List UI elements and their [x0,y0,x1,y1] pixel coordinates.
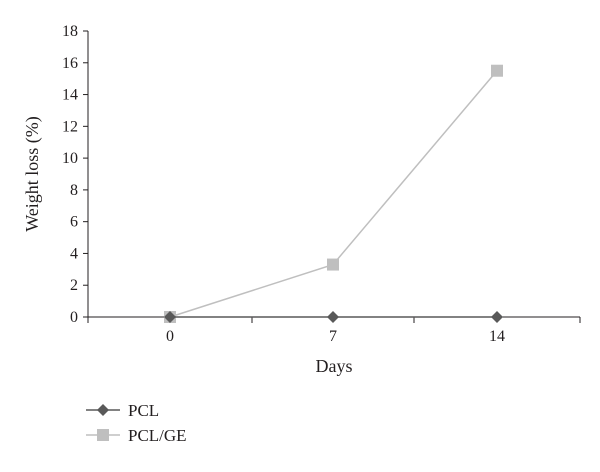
y-tick-label: 14 [62,87,78,104]
x-tick-label: 7 [329,328,337,345]
series-line-pcl-ge [169,70,498,318]
y-tick-label: 4 [70,245,78,262]
axes [87,31,580,318]
legend-label-pcl: PCL [128,401,159,420]
y-tick-label: 6 [70,214,78,231]
legend-marker-pcl [97,404,109,416]
y-tick-label: 16 [62,55,78,72]
legend: PCL PCL/GE [86,401,187,445]
series [164,64,503,323]
x-tick-label: 14 [489,328,505,345]
data-point-pcl [327,311,339,323]
y-tick-label: 2 [70,277,78,294]
x-axis-title: Days [316,356,353,376]
y-ticks: 0 2 4 6 8 10 12 14 16 18 [62,23,88,326]
legend-label-pcl-ge: PCL/GE [128,426,187,445]
x-tick-label: 0 [166,328,174,345]
y-tick-label: 8 [70,182,78,199]
y-tick-label: 12 [62,118,78,135]
y-axis-title: Weight loss (%) [22,116,43,232]
x-ticks: 0 7 14 [87,317,581,345]
legend-marker-pcl-ge [97,429,109,441]
y-tick-label: 18 [62,23,78,40]
y-tick-label: 0 [70,309,78,326]
data-point-pcl-ge [491,64,503,77]
data-point-pcl [491,311,503,323]
y-tick-label: 10 [62,150,78,167]
data-point-pcl [164,311,176,323]
data-point-pcl-ge [327,258,339,271]
